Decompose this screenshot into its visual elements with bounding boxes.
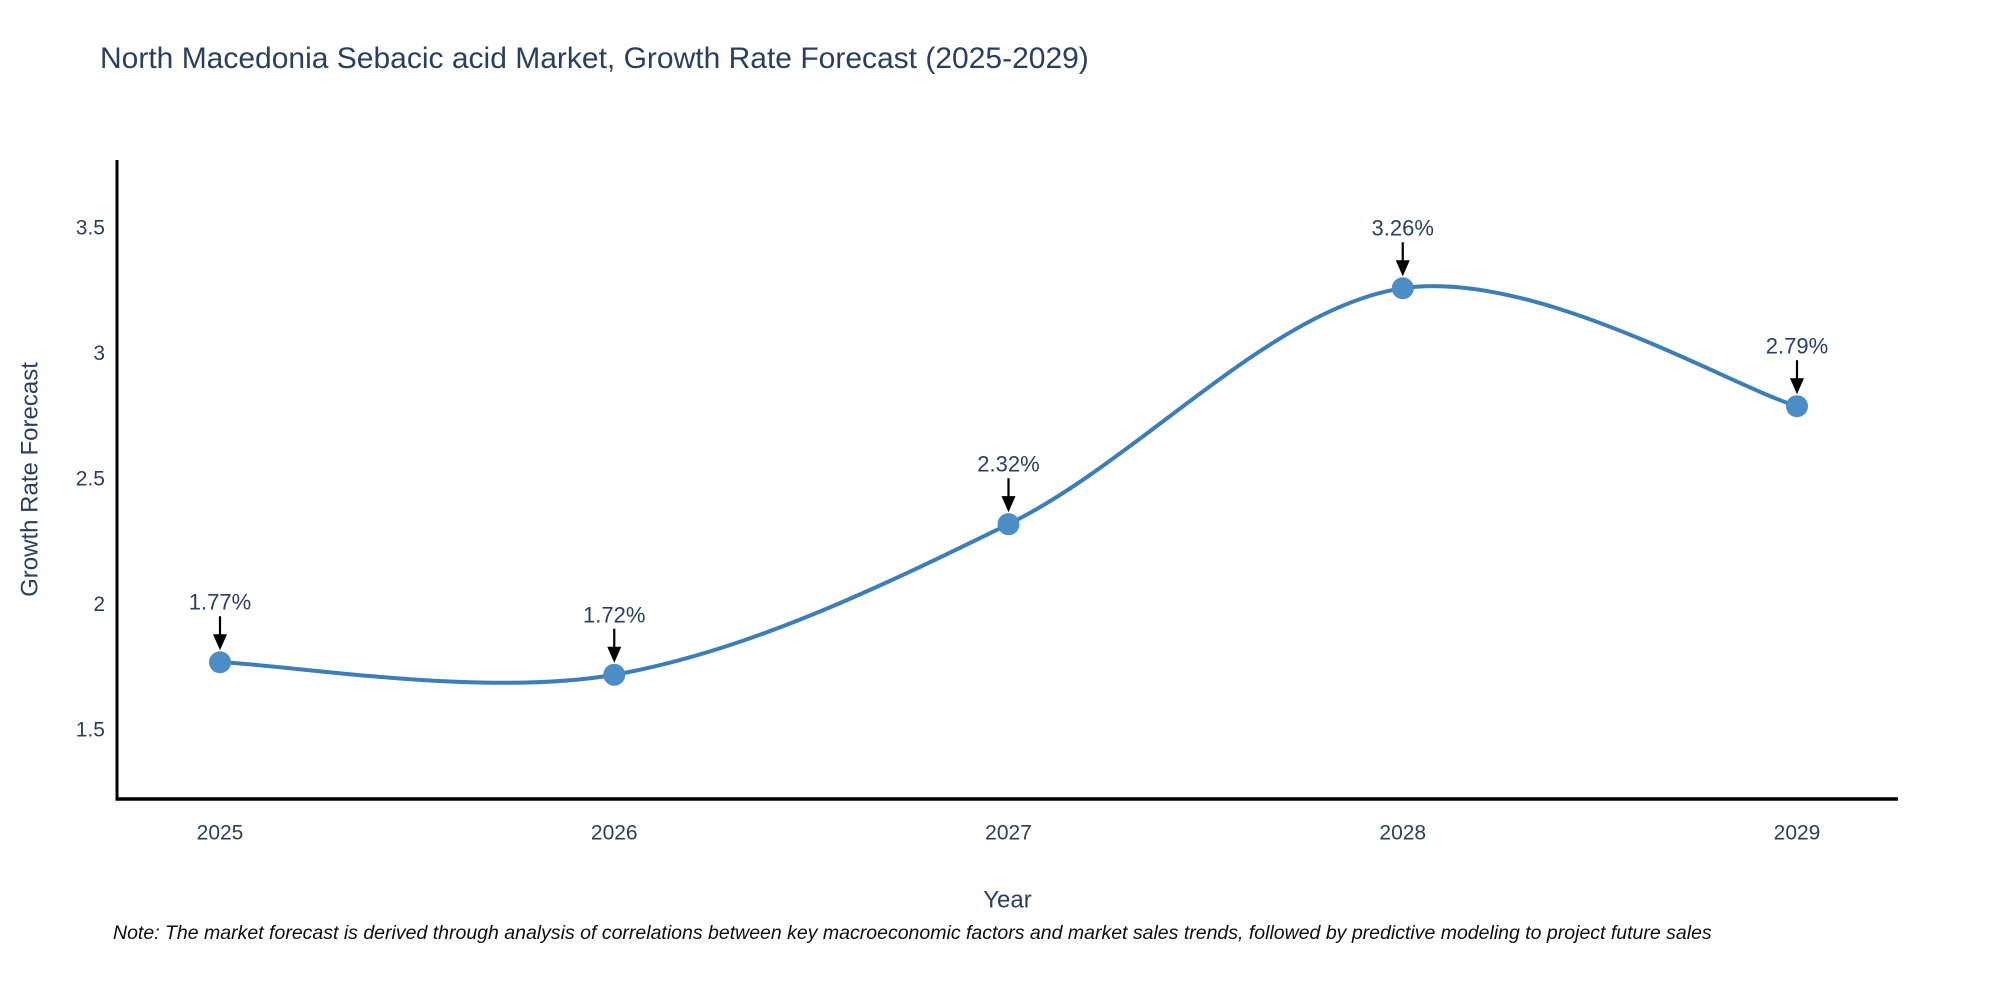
data-point-marker (209, 651, 231, 674)
annotation-label: 1.72% (583, 602, 645, 627)
annotation-arrowhead (607, 646, 622, 663)
data-point-marker (1391, 277, 1414, 300)
y-tick-label: 2.5 (76, 468, 105, 491)
x-tick-label: 2025 (197, 822, 244, 845)
annotation-label: 2.32% (977, 452, 1039, 477)
data-point-marker (997, 513, 1020, 536)
x-axis-title: Year (983, 887, 1032, 914)
y-axis-title: Growth Rate Forecast (17, 362, 44, 597)
annotation-arrowhead (213, 634, 227, 651)
annotation-arrowhead (1790, 378, 1804, 395)
data-point-marker (603, 663, 626, 686)
annotation-label: 1.77% (189, 590, 251, 615)
data-point-marker (1786, 395, 1808, 418)
x-tick-label: 2029 (1774, 822, 1821, 845)
y-tick-label: 1.5 (76, 719, 105, 742)
footnote: Note: The market forecast is derived thr… (113, 922, 1712, 944)
annotation-arrowhead (1395, 260, 1410, 277)
x-tick-label: 2026 (591, 822, 638, 845)
y-tick-label: 2 (93, 593, 105, 616)
y-tick-label: 3 (93, 342, 105, 365)
annotation-label: 2.79% (1766, 334, 1828, 359)
x-tick-label: 2028 (1379, 822, 1426, 845)
annotation-label: 3.26% (1372, 216, 1434, 241)
chart-title: North Macedonia Sebacic acid Market, Gro… (100, 42, 1089, 75)
x-tick-label: 2027 (985, 822, 1032, 845)
y-tick-label: 3.5 (76, 217, 105, 240)
annotation-arrowhead (1001, 496, 1016, 513)
